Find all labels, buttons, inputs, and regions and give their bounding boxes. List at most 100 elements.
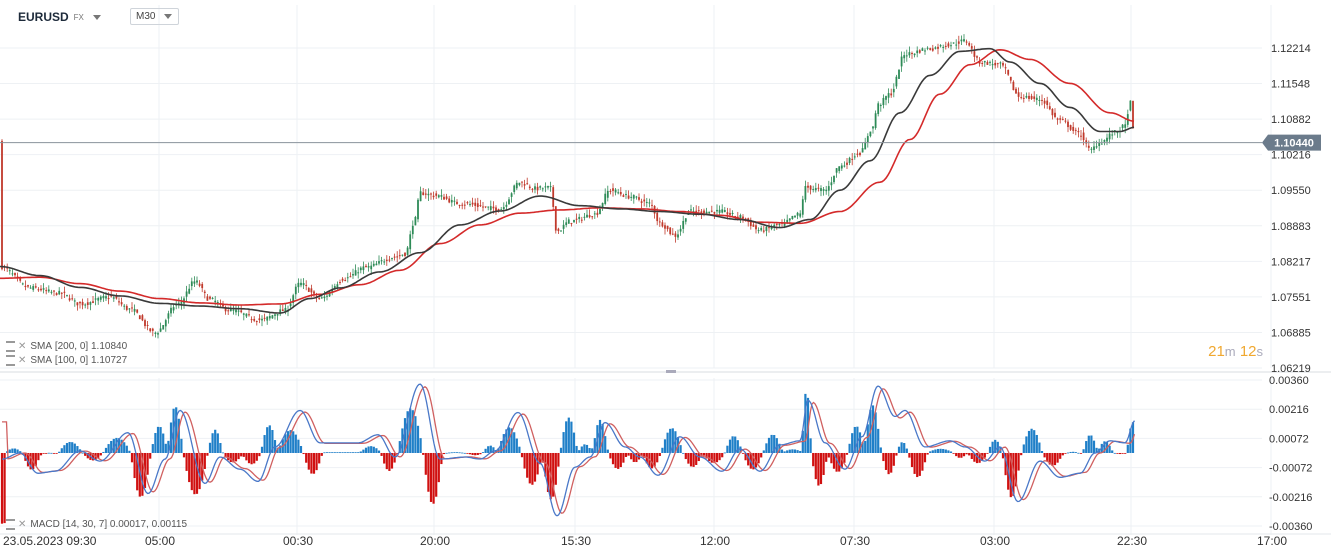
macd-histogram-bar xyxy=(380,452,383,456)
macd-histogram-bar xyxy=(591,448,594,453)
settings-icon[interactable] xyxy=(6,341,15,352)
timeframe-selector[interactable]: M30 xyxy=(130,8,180,25)
macd-histogram-bar xyxy=(112,438,115,453)
indicator-name: SMA xyxy=(30,341,53,352)
candle-body xyxy=(359,267,362,271)
macd-histogram-bar xyxy=(427,452,430,492)
macd-histogram-bar xyxy=(622,452,625,463)
macd-histogram-bar xyxy=(848,443,851,453)
candle-body xyxy=(435,193,438,196)
macd-histogram-bar xyxy=(962,452,966,457)
candle-body xyxy=(812,189,815,191)
settings-icon[interactable] xyxy=(6,519,15,530)
macd-histogram-bar xyxy=(476,452,479,455)
indicator-legend-macd[interactable]: ✕ MACD [14, 30, 7] 0.00017, 0.00115 xyxy=(6,519,187,530)
candle-body xyxy=(89,302,92,305)
symbol-selector[interactable]: EURUSD FX xyxy=(18,8,101,26)
close-icon[interactable]: ✕ xyxy=(18,355,27,366)
macd-histogram-bar xyxy=(572,432,576,453)
candle-body xyxy=(549,186,552,188)
candle-body xyxy=(58,290,61,295)
macd-histogram-bar xyxy=(26,452,30,467)
macd-histogram-bar xyxy=(338,452,342,454)
close-icon[interactable]: ✕ xyxy=(18,341,27,352)
macd-histogram-bar xyxy=(1014,452,1018,487)
candle-body xyxy=(536,186,539,191)
candle-body xyxy=(757,230,760,232)
macd-tick-label: -0.00216 xyxy=(1269,492,1312,504)
macd-histogram-bar xyxy=(1095,447,1098,453)
macd-histogram-bar xyxy=(258,452,261,457)
macd-histogram-bar xyxy=(718,452,721,461)
candle-body xyxy=(677,234,679,238)
candle-body xyxy=(167,313,170,319)
macd-histogram-bar xyxy=(822,452,825,475)
macd-histogram-bar xyxy=(302,452,305,455)
candle-body xyxy=(445,196,448,199)
macd-histogram-bar xyxy=(1040,451,1044,453)
time-tick-label: 17:00 xyxy=(1257,534,1287,548)
candle-body xyxy=(440,195,443,197)
macd-histogram-bar xyxy=(128,450,131,453)
candle-body xyxy=(856,153,859,155)
macd-histogram-bar xyxy=(1090,435,1093,453)
macd-histogram-bar xyxy=(19,451,22,453)
candle-body xyxy=(950,45,952,47)
macd-histogram-bar xyxy=(16,449,19,453)
macd-histogram-bar xyxy=(133,452,136,479)
macd-histogram-bar xyxy=(466,452,469,454)
macd-histogram-bar xyxy=(58,451,61,453)
macd-histogram-bar xyxy=(879,447,882,453)
macd-histogram-bar xyxy=(151,444,154,453)
indicator-name: MACD xyxy=(30,519,60,530)
indicator-legend-sma100[interactable]: ✕ SMA [100, 0] 1.10727 xyxy=(6,355,127,366)
candle-body xyxy=(531,188,534,190)
macd-histogram-bar xyxy=(866,424,869,453)
macd-histogram-bar xyxy=(195,452,199,494)
macd-histogram-bar xyxy=(315,452,318,471)
macd-histogram-bar xyxy=(726,445,729,453)
candle-body xyxy=(656,212,659,222)
macd-histogram-bar xyxy=(1035,434,1038,453)
macd-histogram-bar xyxy=(141,452,144,496)
macd-histogram-bar xyxy=(424,452,427,475)
candle-body xyxy=(357,272,360,274)
price-tick-label: 1.07551 xyxy=(1271,292,1311,304)
candle-body xyxy=(1004,67,1007,69)
macd-histogram-bar xyxy=(237,452,240,460)
candle-body xyxy=(341,278,344,281)
settings-icon[interactable] xyxy=(6,355,15,366)
macd-histogram-bar xyxy=(102,451,105,453)
macd-histogram-bar xyxy=(770,434,773,453)
candle-body xyxy=(838,166,841,171)
candle-body xyxy=(661,222,664,227)
macd-histogram-bar xyxy=(323,452,326,454)
macd-histogram-bar xyxy=(715,452,719,463)
candle-body xyxy=(505,204,508,207)
macd-histogram-bar xyxy=(180,438,183,453)
macd-histogram-bar xyxy=(627,452,630,456)
indicator-legend-sma200[interactable]: ✕ SMA [200, 0] 1.10840 xyxy=(6,341,127,352)
macd-histogram-bar xyxy=(328,452,331,454)
macd-histogram-bar xyxy=(104,447,108,453)
macd-histogram-bar xyxy=(266,427,269,453)
macd-histogram-bar xyxy=(973,452,976,462)
macd-histogram-bar xyxy=(531,452,534,485)
symbol-name: EURUSD xyxy=(18,10,69,24)
candle-body xyxy=(1002,63,1004,66)
macd-histogram-bar xyxy=(939,448,942,453)
macd-histogram-bar xyxy=(60,448,63,453)
panel-resize-handle[interactable] xyxy=(666,370,676,373)
macd-histogram-bar xyxy=(286,431,290,453)
candle-body xyxy=(1020,97,1023,99)
candle-body xyxy=(515,182,518,189)
candle-body xyxy=(196,280,198,283)
macd-histogram-bar xyxy=(585,444,589,453)
macd-histogram-bar xyxy=(214,429,217,453)
close-icon[interactable]: ✕ xyxy=(18,519,27,530)
candle-body xyxy=(172,307,175,311)
candle-body xyxy=(469,204,471,206)
macd-histogram-bar xyxy=(588,448,591,453)
macd-histogram-bar xyxy=(619,452,622,468)
